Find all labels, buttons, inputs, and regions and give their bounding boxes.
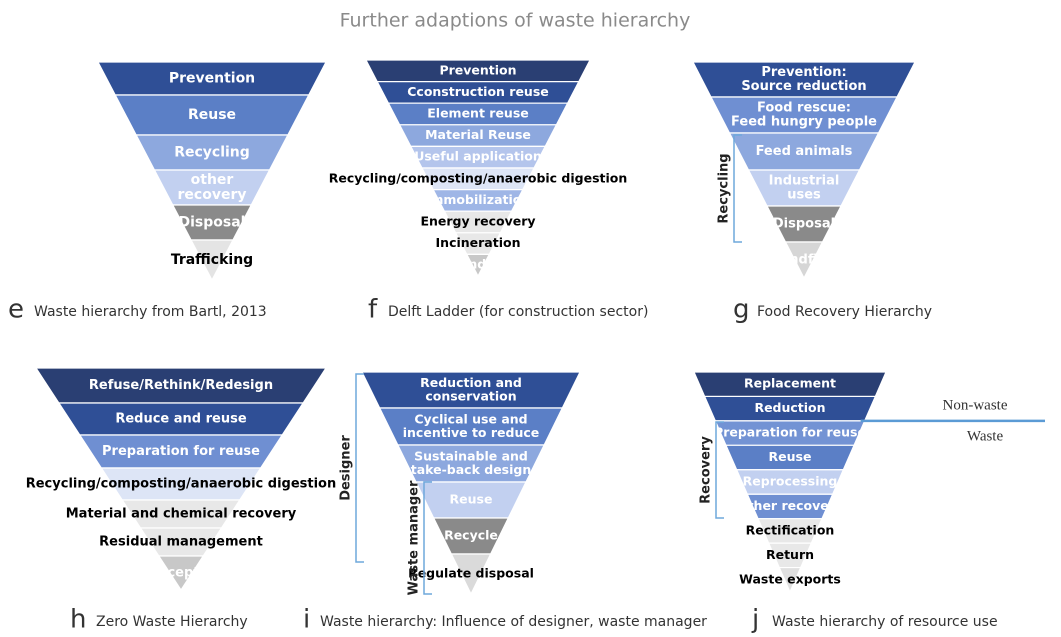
- level-label: Unacceptable: [131, 566, 231, 581]
- hierarchy: Replacement Reduction Preparation for reus…: [693, 371, 887, 594]
- level-label: uses: [787, 188, 821, 203]
- level-label: Prevention:: [761, 65, 846, 80]
- level-label: Immobilization: [426, 192, 531, 207]
- level-label: Material Reuse: [425, 127, 531, 142]
- panel-letter: g: [733, 295, 750, 325]
- level-label: Return: [766, 547, 814, 562]
- side-label: Recovery: [699, 436, 714, 504]
- side-label: Waste manager: [407, 480, 422, 595]
- level-label: Replacement: [744, 376, 836, 391]
- level-label: Trafficking: [171, 252, 253, 268]
- level-label: Feed hungry people: [731, 115, 877, 130]
- level-label: Energy recovery: [420, 214, 535, 229]
- boundary-above: Non-waste: [943, 397, 1008, 413]
- level-label: Reduction: [754, 400, 825, 415]
- level-label: Reuse: [769, 449, 812, 464]
- side-label: Designer: [339, 435, 354, 501]
- level-label: Feed animals: [756, 144, 853, 159]
- side-bracket: [733, 134, 742, 243]
- level-label: Disposal: [179, 215, 246, 231]
- level-label: Reuse: [188, 107, 236, 123]
- panel-caption: Delft Ladder (for construction sector): [388, 304, 648, 320]
- level-label: Element reuse: [427, 106, 529, 121]
- level-label: Refuse/Rethink/Redesign: [89, 378, 273, 393]
- level-band: [465, 253, 491, 278]
- level-band: [778, 566, 802, 594]
- side-bracket: [715, 421, 724, 519]
- level-label: Preparation for reuse: [714, 425, 866, 440]
- panel-letter: h: [70, 605, 86, 635]
- level-label: conservation: [425, 388, 516, 403]
- level-label: Useful application: [414, 149, 542, 164]
- level-label: Waste exports: [739, 571, 841, 586]
- panel-caption: Food Recovery Hierarchy: [757, 304, 932, 320]
- panel-letter: f: [368, 295, 378, 325]
- level-label: recovery: [178, 187, 247, 203]
- level-label: Preparation for reuse: [102, 444, 260, 459]
- level-label: Reduce and reuse: [115, 412, 247, 427]
- side-label: Recycling: [717, 153, 732, 223]
- level-label: Other recovery: [737, 498, 843, 513]
- panel-caption: Zero Waste Hierarchy: [96, 614, 248, 630]
- panel-caption: Waste hierarchy from Bartl, 2013: [34, 304, 267, 320]
- level-label: Recycling/composting/anaerobic digestion: [26, 477, 337, 492]
- level-label: Landfill: [452, 257, 504, 272]
- panel-letter: i: [303, 605, 310, 635]
- panel-letter: e: [8, 295, 24, 325]
- level-label: incentive to reduce: [403, 425, 540, 440]
- level-label: Regulate disposal: [408, 566, 534, 581]
- level-label: Recycling/composting/anaerobic digestion: [329, 170, 628, 185]
- level-band: [784, 241, 824, 280]
- level-label: Industrial: [769, 174, 840, 189]
- level-label: Disposal: [773, 217, 835, 232]
- level-label: Incineration: [436, 235, 521, 250]
- hierarchy: Prevention Cconstruction reuse Element reu…: [329, 59, 628, 278]
- level-label: other: [191, 172, 234, 188]
- level-label: Cconstruction reuse: [407, 84, 549, 99]
- level-label: Reuse: [450, 492, 493, 507]
- hierarchy: Refuse/Rethink/Redesign Reduce and reuse P…: [26, 367, 337, 592]
- level-label: Prevention: [439, 62, 516, 77]
- level-label: Sustainable and: [414, 448, 528, 463]
- panel-caption: Waste hierarchy of resource use: [772, 614, 998, 630]
- level-label: Rectification: [746, 522, 835, 537]
- level-label: Discarding:Landfill/incineration: [689, 253, 919, 268]
- level-label: Source reduction: [741, 79, 866, 94]
- level-label: Recycle: [444, 528, 498, 543]
- level-label: Prevention: [169, 71, 255, 87]
- boundary-below: Waste: [967, 428, 1004, 444]
- level-band: [450, 553, 492, 596]
- side-bracket: [355, 373, 364, 563]
- side-bracket: [423, 481, 432, 595]
- level-label: Food rescue:: [757, 101, 851, 116]
- panel-caption: Waste hierarchy: Influence of designer, …: [320, 614, 707, 630]
- level-label: Recycling: [174, 145, 250, 161]
- level-band: [190, 239, 234, 282]
- level-label: Reprocessing: [743, 474, 838, 489]
- level-band: [157, 555, 205, 592]
- level-label: Material and chemical recovery: [66, 507, 297, 522]
- level-label: take-back design: [411, 462, 532, 477]
- panel-letter: j: [751, 605, 759, 635]
- title: Further adaptions of waste hierarchy: [340, 10, 691, 32]
- level-label: Reduction and: [420, 375, 522, 390]
- level-label: Residual management: [99, 535, 263, 550]
- level-label: Cyclical use and: [414, 411, 527, 426]
